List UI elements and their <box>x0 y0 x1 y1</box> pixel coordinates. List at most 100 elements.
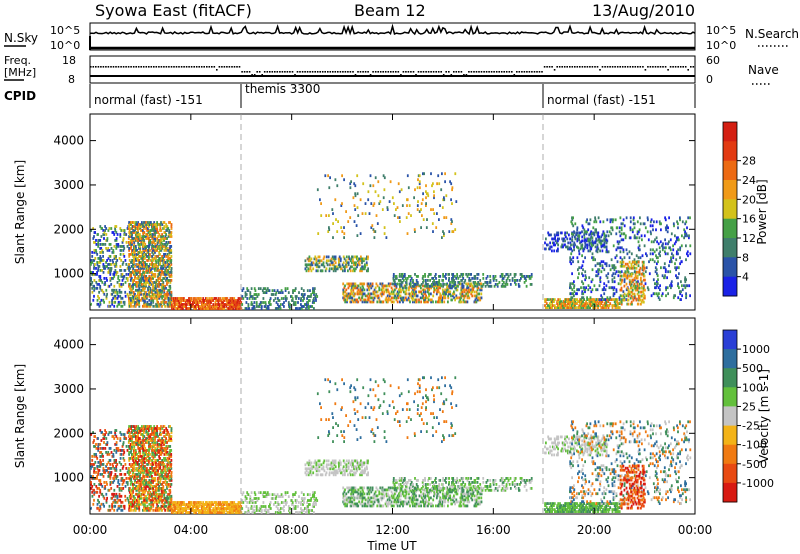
data-cell <box>358 290 361 294</box>
data-cell <box>431 283 433 286</box>
data-cell <box>162 237 165 240</box>
data-cell <box>546 306 549 309</box>
data-cell <box>159 261 162 264</box>
data-cell <box>133 245 135 248</box>
data-cell <box>170 225 173 228</box>
data-cell <box>144 294 146 298</box>
data-cell <box>573 280 575 284</box>
data-cell <box>588 276 591 280</box>
data-cell <box>574 222 577 226</box>
data-cell <box>142 235 145 238</box>
data-cell <box>424 275 426 278</box>
data-cell <box>166 229 169 232</box>
data-cell <box>667 270 669 274</box>
freq-panel <box>89 55 696 84</box>
y-tick-label: 2000 <box>53 222 84 236</box>
data-cell <box>489 284 492 288</box>
data-cell <box>555 239 557 243</box>
data-cell <box>109 243 112 246</box>
data-cell <box>100 461 102 464</box>
data-cell <box>222 305 225 308</box>
data-cell <box>90 259 93 262</box>
data-cell <box>546 298 548 301</box>
data-cell <box>307 305 309 308</box>
data-cell <box>214 301 217 304</box>
data-cell <box>571 249 574 253</box>
data-cell <box>480 282 483 286</box>
data-cell <box>122 245 125 248</box>
data-cell <box>386 206 389 209</box>
velocity-panel <box>89 317 696 515</box>
data-cell <box>152 283 154 286</box>
data-cell <box>564 302 567 305</box>
data-cell <box>220 305 223 308</box>
data-cell <box>670 232 673 236</box>
data-cell <box>145 271 147 274</box>
data-cell <box>112 231 115 234</box>
data-cell <box>206 301 208 304</box>
data-cell <box>386 294 389 298</box>
data-cell <box>431 284 434 288</box>
data-cell <box>146 263 148 266</box>
data-cell <box>564 231 567 235</box>
data-cell <box>501 279 504 282</box>
data-cell <box>374 290 377 294</box>
data-cell <box>304 267 307 271</box>
data-cell <box>557 300 559 303</box>
data-cell <box>501 284 504 288</box>
data-cell <box>99 259 102 262</box>
data-cell <box>401 281 404 284</box>
data-cell <box>369 282 372 286</box>
data-cell <box>592 243 594 247</box>
data-cell <box>169 265 172 268</box>
data-cell <box>166 279 169 282</box>
data-cell <box>422 294 424 298</box>
data-cell <box>448 290 450 294</box>
data-cell <box>173 299 175 302</box>
data-cell <box>334 261 337 265</box>
data-cell <box>570 298 572 301</box>
data-cell <box>452 273 455 276</box>
data-cell <box>168 265 170 268</box>
data-cell <box>403 275 406 278</box>
data-cell <box>118 290 121 294</box>
data-cell <box>168 241 171 244</box>
data-cell <box>441 206 444 209</box>
data-cell <box>342 292 345 296</box>
data-cell <box>392 292 395 296</box>
data-cell <box>93 471 95 474</box>
data-cell <box>108 475 111 478</box>
data-cell <box>593 300 596 303</box>
data-cell <box>119 469 122 472</box>
data-cell <box>122 449 125 452</box>
data-cell <box>149 239 152 242</box>
data-cell <box>100 235 103 238</box>
data-cell <box>609 296 612 300</box>
data-cell <box>408 294 411 298</box>
data-cell <box>460 300 462 304</box>
data-cell <box>659 240 662 244</box>
data-cell <box>360 259 362 263</box>
data-cell <box>162 273 165 276</box>
data-cell <box>120 494 123 498</box>
data-cell <box>674 266 676 270</box>
data-cell <box>152 284 154 288</box>
data-cell <box>143 261 145 264</box>
nave-dot <box>571 66 574 68</box>
data-cell <box>161 237 164 240</box>
data-cell <box>145 290 147 294</box>
data-cell <box>122 487 125 490</box>
data-cell <box>128 494 131 498</box>
data-cell <box>600 242 603 246</box>
nave-dot <box>332 71 334 73</box>
data-cell <box>163 253 165 256</box>
data-cell <box>415 298 418 302</box>
data-cell <box>157 223 159 226</box>
data-cell <box>594 216 596 220</box>
data-cell <box>443 216 446 219</box>
data-cell <box>384 284 387 288</box>
data-cell <box>484 284 487 288</box>
data-cell <box>620 262 623 266</box>
nave-dot <box>551 66 553 68</box>
data-cell <box>168 273 171 276</box>
